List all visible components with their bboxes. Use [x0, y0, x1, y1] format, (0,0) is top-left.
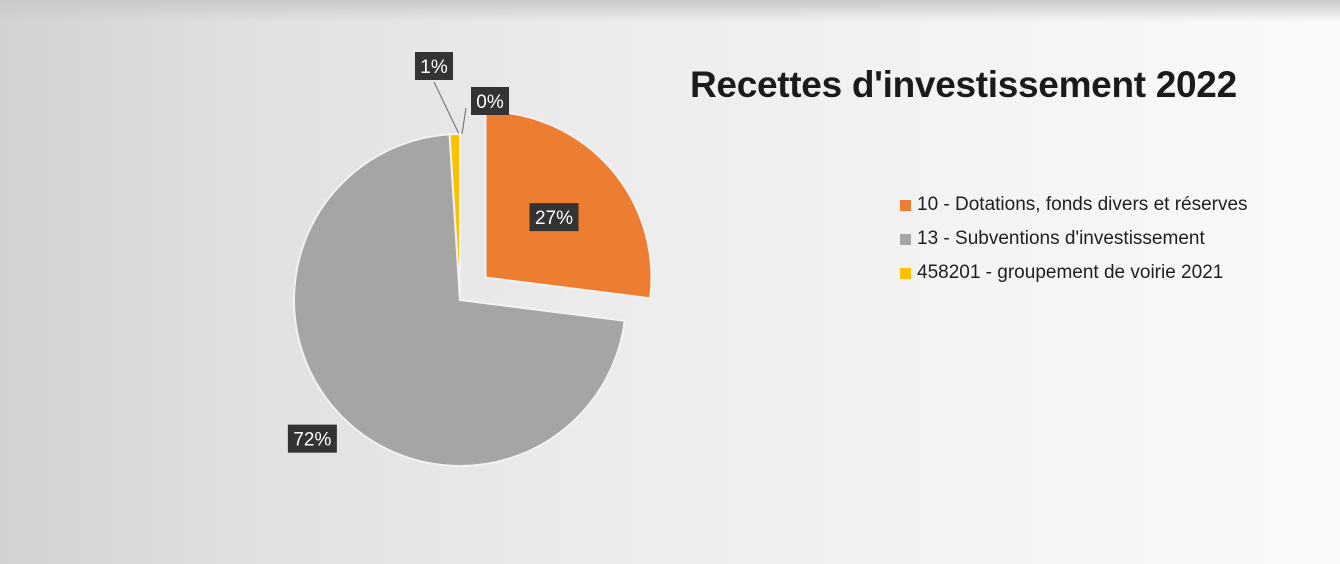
leader-line-1pct — [433, 81, 460, 135]
data-label-1pct-text: 1% — [420, 57, 448, 78]
legend-item-dotations: 10 - Dotations, fonds divers et réserves — [900, 188, 1248, 222]
legend-item-groupement: 458201 - groupement de voirie 2021 — [900, 256, 1248, 290]
legend-swatch-dotations — [900, 199, 911, 211]
legend-swatch-subventions — [900, 233, 911, 245]
data-label-0pct-box — [471, 87, 509, 115]
data-label-27pct-box — [529, 203, 579, 232]
data-label-72pct-text: 72% — [293, 430, 331, 451]
slice-subventions — [293, 133, 626, 467]
legend-label-subventions: 13 - Subventions d'investissement — [917, 228, 1205, 249]
chart-legend: 10 - Dotations, fonds divers et réserves… — [900, 188, 1248, 290]
data-label-27pct-text: 27% — [535, 208, 573, 229]
slice-groupement — [448, 132, 461, 301]
data-label-72pct-box — [287, 424, 337, 453]
legend-label-dotations: 10 - Dotations, fonds divers et réserves — [917, 194, 1248, 215]
chart-title: Recettes d'investissement 2022 — [690, 64, 1237, 105]
data-label-72pct: 72% — [287, 424, 337, 453]
legend-swatch-groupement — [900, 267, 911, 279]
legend-item-subventions: 13 - Subventions d'investissement — [900, 222, 1248, 256]
legend-label-groupement: 458201 - groupement de voirie 2021 — [917, 262, 1224, 283]
data-label-1pct: 1% — [415, 52, 453, 80]
data-label-27pct: 27% — [529, 203, 579, 232]
leader-line-0pct — [461, 107, 467, 135]
data-label-0pct-text: 0% — [476, 92, 504, 113]
data-label-1pct-box — [415, 52, 453, 80]
data-label-0pct: 0% — [471, 87, 509, 115]
